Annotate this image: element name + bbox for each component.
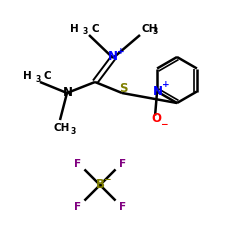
Text: −: −: [160, 120, 168, 129]
Text: F: F: [119, 202, 126, 211]
Text: 3: 3: [82, 28, 88, 36]
Text: H: H: [23, 71, 32, 81]
Text: C: C: [91, 24, 98, 34]
Text: N: N: [153, 85, 163, 98]
Text: CH: CH: [54, 123, 70, 133]
Text: CH: CH: [142, 24, 158, 34]
Text: B: B: [96, 178, 104, 190]
Text: F: F: [74, 160, 81, 170]
Text: −: −: [103, 174, 111, 184]
Text: H: H: [70, 24, 79, 34]
Text: N: N: [108, 50, 118, 64]
Text: +: +: [117, 46, 124, 56]
Text: F: F: [119, 160, 126, 170]
Text: 3: 3: [71, 126, 76, 136]
Text: S: S: [119, 82, 127, 94]
Text: N: N: [63, 86, 73, 98]
Text: +: +: [162, 80, 170, 89]
Text: 3: 3: [36, 74, 41, 84]
Text: O: O: [151, 112, 161, 125]
Text: F: F: [74, 202, 81, 211]
Text: 3: 3: [153, 28, 158, 36]
Text: C: C: [44, 71, 52, 81]
